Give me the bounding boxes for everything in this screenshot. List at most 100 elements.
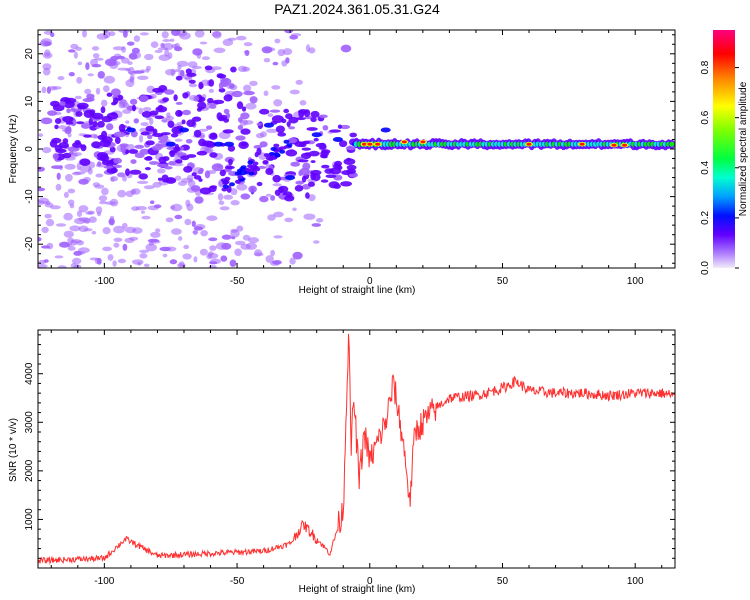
- heatmap-cell: [66, 108, 71, 114]
- heatmap-cell: [132, 104, 136, 112]
- heatmap-cell: [329, 129, 341, 133]
- heatmap-cell: [207, 97, 214, 104]
- heatmap-cell: [147, 134, 153, 140]
- x-tick-label: 100: [627, 276, 644, 287]
- heatmap-cell: [211, 31, 222, 38]
- heatmap-cell: [186, 119, 196, 127]
- x-tick-label: 50: [497, 276, 509, 287]
- heatmap-cell: [91, 46, 100, 51]
- heatmap-cell: [165, 217, 174, 223]
- heatmap-cell: [222, 77, 230, 81]
- heatmap-cell: [133, 118, 139, 124]
- heatmap-cell: [38, 197, 49, 204]
- heatmap-cell: [259, 141, 268, 148]
- heatmap-cell: [98, 195, 108, 202]
- heatmap-cell: [322, 125, 329, 131]
- heatmap-cell: [70, 107, 75, 111]
- heatmap-cell: [164, 166, 173, 170]
- heatmap-cell: [328, 181, 340, 189]
- heatmap-cell: [99, 200, 107, 205]
- heatmap-cell: [273, 235, 283, 239]
- heatmap-cell: [103, 30, 111, 39]
- heatmap-cell: [298, 110, 305, 118]
- heatmap-cell: [310, 160, 316, 164]
- heatmap-cell: [145, 68, 150, 73]
- heatmap-cell: [301, 147, 312, 151]
- heatmap-cell: [240, 128, 251, 135]
- heatmap-cell: [320, 179, 329, 183]
- heatmap-cell: [75, 111, 83, 117]
- heatmap-cell: [144, 53, 154, 61]
- heatmap-cell: [307, 194, 316, 202]
- y-tick-label: -10: [24, 189, 35, 204]
- heatmap-cell: [174, 214, 183, 220]
- heatmap-cell: [213, 47, 226, 54]
- heatmap-cell: [236, 225, 244, 232]
- heatmap-cell: [288, 126, 296, 130]
- colorbar-tick-label: 0.4: [700, 160, 711, 174]
- heatmap-cell: [51, 137, 62, 144]
- heatmap-cell: [333, 163, 342, 169]
- heatmap-cell: [182, 253, 192, 260]
- heatmap-cell: [94, 184, 105, 189]
- heatmap-cell: [112, 97, 119, 105]
- heatmap-cell: [290, 161, 301, 167]
- heatmap-cell: [217, 74, 227, 79]
- heatmap-cell: [184, 218, 192, 226]
- heatmap-cell: [64, 163, 76, 170]
- heatmap-cell: [80, 144, 87, 152]
- heatmap-cell: [180, 70, 185, 77]
- heatmap-cell: [340, 44, 352, 53]
- heatmap-cell: [199, 248, 208, 256]
- heatmap-cell: [200, 230, 208, 237]
- heatmap-cell: [133, 35, 141, 42]
- heatmap-cell: [128, 53, 138, 60]
- heatmap-cell: [149, 110, 159, 116]
- heatmap-cell: [178, 236, 183, 241]
- heatmap-cell: [63, 212, 73, 221]
- heatmap-cell: [256, 181, 263, 187]
- heatmap-cell: [321, 164, 330, 169]
- heatmap-cell: [59, 241, 70, 248]
- heatmap-cell: [310, 169, 322, 176]
- heatmap-cell: [55, 183, 62, 191]
- heatmap-cell: [174, 42, 181, 51]
- heatmap-cell: [311, 132, 322, 138]
- heatmap-cell: [182, 92, 189, 99]
- heatmap-cell: [222, 129, 234, 134]
- heatmap-cell: [91, 63, 102, 68]
- heatmap-cell: [145, 156, 153, 161]
- heatmap-cell: [47, 110, 58, 116]
- heatmap-cell: [38, 166, 45, 172]
- heatmap-cell: [199, 187, 212, 195]
- heatmap-cell: [106, 167, 118, 174]
- heatmap-cell: [286, 121, 291, 127]
- heatmap-cell: [240, 243, 251, 250]
- heatmap-cell: [113, 237, 123, 242]
- heatmap-cell: [101, 187, 109, 196]
- heatmap-cell: [284, 217, 294, 223]
- x-tick-label: -100: [94, 276, 114, 287]
- heatmap-cell: [277, 132, 287, 137]
- colorbar-tick-label: 0.2: [700, 211, 711, 225]
- heatmap-cell: [181, 119, 186, 125]
- heatmap-cell: [296, 117, 306, 121]
- heatmap-cell: [236, 183, 248, 191]
- heatmap-cell: [285, 175, 296, 181]
- heatmap-cell: [272, 174, 282, 183]
- heatmap-cell: [153, 204, 162, 209]
- heatmap-cell: [165, 141, 176, 147]
- heatmap-cell: [206, 215, 218, 221]
- heatmap-cell: [291, 33, 302, 37]
- heatmap-cell: [216, 164, 222, 168]
- heatmap-cell: [279, 149, 286, 154]
- heatmap-cell: [96, 211, 102, 217]
- heatmap-cell: [303, 213, 316, 220]
- heatmap-cell: [247, 164, 254, 169]
- heatmap-cell: [138, 107, 144, 115]
- heatmap-cell: [190, 185, 201, 192]
- heatmap-cell: [185, 68, 192, 75]
- heatmap-cell: [304, 152, 311, 157]
- heatmap-cell: [148, 241, 154, 246]
